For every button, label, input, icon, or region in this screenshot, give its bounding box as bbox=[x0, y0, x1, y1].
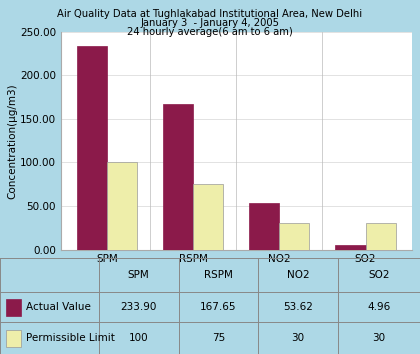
Bar bbox=[6, 298, 21, 316]
Bar bbox=[279, 223, 310, 250]
Bar bbox=[163, 104, 193, 250]
Bar bbox=[249, 203, 279, 250]
Text: 24 hourly average(6 am to 6 am): 24 hourly average(6 am to 6 am) bbox=[127, 27, 293, 36]
Bar bbox=[193, 184, 223, 250]
Text: SPM: SPM bbox=[128, 270, 150, 280]
Y-axis label: Concentration(µg/m3): Concentration(µg/m3) bbox=[7, 83, 17, 199]
Text: NO2: NO2 bbox=[287, 270, 310, 280]
Text: 100: 100 bbox=[129, 333, 148, 343]
Bar bbox=[6, 330, 21, 347]
Text: RSPM: RSPM bbox=[204, 270, 233, 280]
Text: 53.62: 53.62 bbox=[283, 302, 313, 312]
Bar bbox=[107, 162, 137, 250]
Text: 4.96: 4.96 bbox=[368, 302, 391, 312]
Bar bbox=[335, 245, 365, 250]
Text: Permissible Limit: Permissible Limit bbox=[26, 333, 115, 343]
Text: 30: 30 bbox=[291, 333, 305, 343]
Bar bbox=[365, 223, 396, 250]
Text: 75: 75 bbox=[212, 333, 225, 343]
Text: SO2: SO2 bbox=[368, 270, 390, 280]
Bar bbox=[77, 46, 107, 250]
Text: Actual Value: Actual Value bbox=[26, 302, 91, 312]
Text: 167.65: 167.65 bbox=[200, 302, 236, 312]
Text: 30: 30 bbox=[373, 333, 386, 343]
Text: 233.90: 233.90 bbox=[121, 302, 157, 312]
Text: Air Quality Data at Tughlakabad Institutional Area, New Delhi: Air Quality Data at Tughlakabad Institut… bbox=[58, 9, 362, 19]
Text: January 3  - January 4, 2005: January 3 - January 4, 2005 bbox=[141, 18, 279, 28]
